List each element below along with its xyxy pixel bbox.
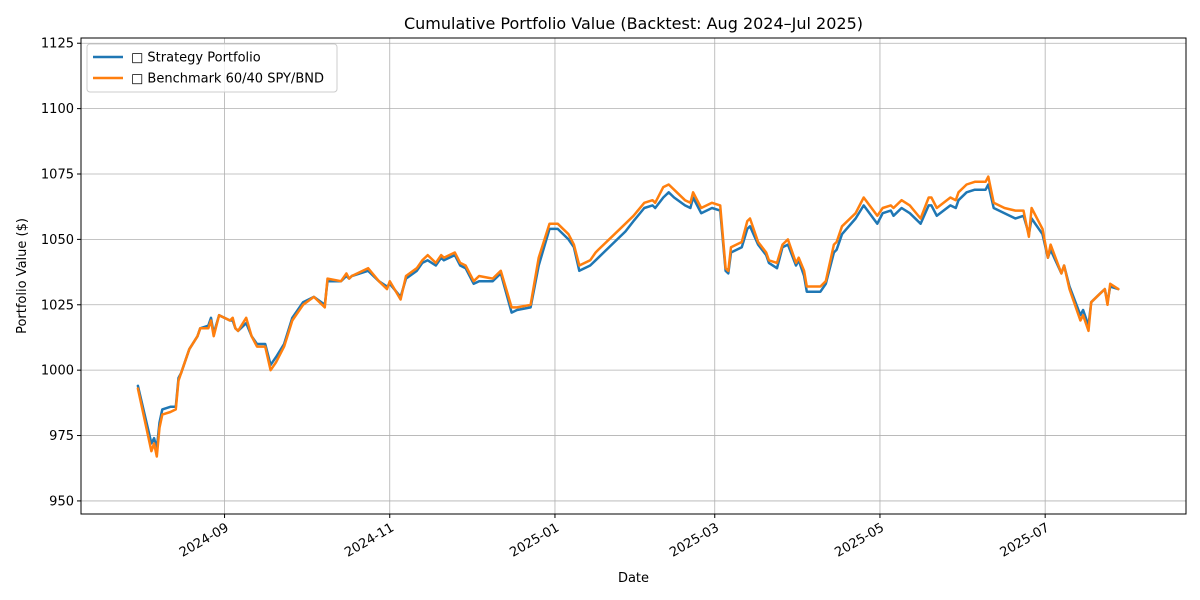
legend-box [86, 43, 338, 93]
x-tick-label: 2024-09 [177, 520, 232, 560]
strategy-series-line [136, 183, 1120, 450]
legend-label-strategy: □ Strategy Portfolio [131, 51, 261, 66]
legend: □ Strategy Portfolio □ Benchmark 60/40 S… [86, 43, 338, 93]
y-tick-label: 1075 [41, 168, 74, 183]
plot-frame [80, 37, 1187, 515]
grid [81, 38, 1186, 514]
x-axis-ticks: 2024-09 2024-11 2025-01 2025-03 2025-05 2025-… [177, 514, 1052, 561]
y-axis-label: Portfolio Value ($) [15, 218, 30, 334]
x-tick-label: 2025-01 [507, 520, 562, 560]
y-tick-label: 1050 [41, 233, 74, 248]
x-tick-label: 2025-03 [667, 520, 722, 560]
legend-label-benchmark: □ Benchmark 60/40 SPY/BND [131, 72, 324, 87]
x-tick-label: 2025-05 [832, 520, 887, 560]
x-tick-label: 2025-07 [998, 520, 1053, 560]
y-tick-label: 1125 [41, 37, 74, 52]
y-tick-label: 1000 [41, 364, 74, 379]
y-tick-label: 975 [49, 429, 74, 444]
y-tick-label: 1100 [41, 102, 74, 117]
x-tick-label: 2024-11 [342, 520, 397, 560]
series-lines [136, 175, 1120, 458]
x-axis-label: Date [618, 571, 649, 586]
y-tick-label: 1025 [41, 298, 74, 313]
chart-title: Cumulative Portfolio Value (Backtest: Au… [404, 14, 863, 33]
y-axis-ticks: 950 975 1000 1025 1050 1075 1100 1125 [41, 37, 81, 509]
benchmark-series-line [136, 175, 1120, 458]
y-tick-label: 950 [49, 494, 74, 509]
